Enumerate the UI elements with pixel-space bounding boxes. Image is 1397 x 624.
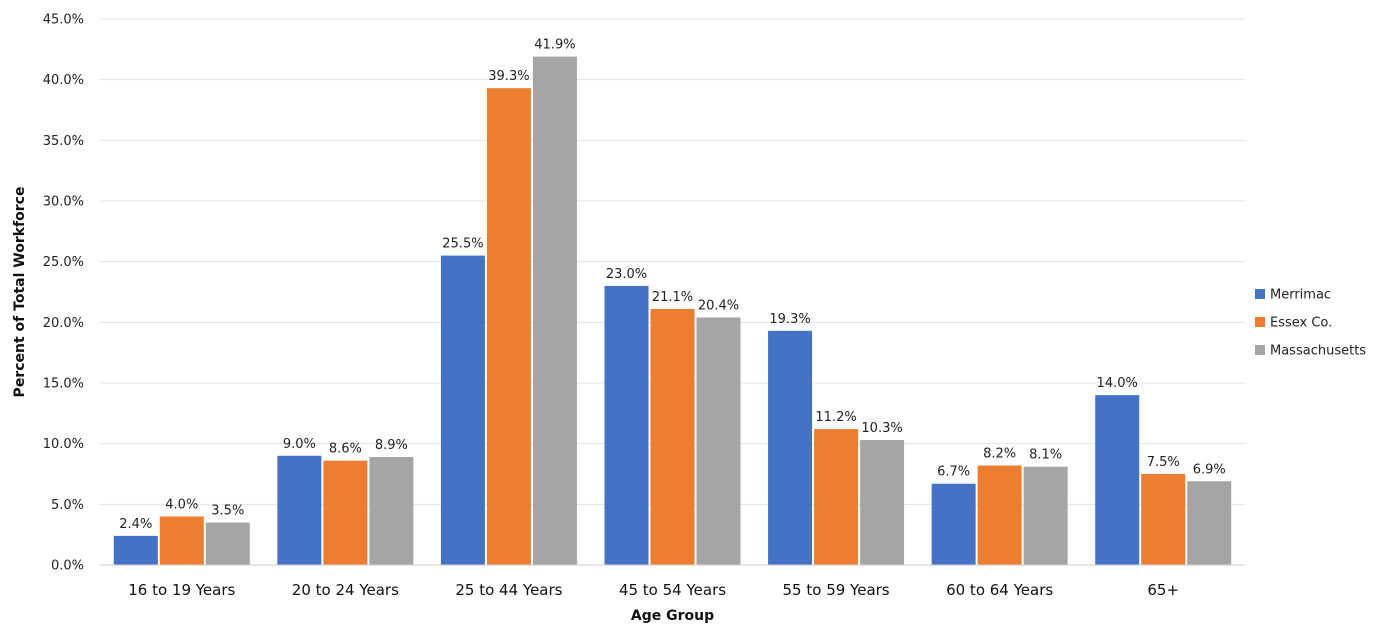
data-label: 6.9% (1193, 462, 1226, 477)
bars (113, 56, 1232, 565)
bar-essex-co-4 (650, 308, 695, 565)
bar-merrimac-5 (768, 330, 813, 565)
gridlines (100, 18, 1245, 505)
x-category-label: 60 to 64 Years (946, 581, 1053, 599)
bar-essex-co-2 (323, 460, 368, 565)
data-label: 23.0% (606, 267, 647, 282)
data-label: 14.0% (1097, 376, 1138, 391)
x-category-label: 16 to 19 Years (128, 581, 235, 599)
legend-label: Massachusetts (1270, 344, 1366, 359)
y-tick-label: 0.0% (51, 559, 84, 574)
bar-essex-co-5 (814, 429, 859, 565)
data-label: 2.4% (119, 517, 152, 532)
data-label: 25.5% (442, 237, 483, 252)
data-label: 8.2% (983, 447, 1016, 462)
y-axis-title: Percent of Total Workforce (12, 187, 28, 398)
legend-label: Essex Co. (1270, 316, 1332, 331)
bar-essex-co-7 (1141, 474, 1186, 565)
bar-massachusetts-5 (860, 440, 905, 565)
y-tick-label: 45.0% (43, 13, 84, 28)
y-tick-label: 40.0% (43, 73, 84, 88)
y-tick-label: 35.0% (43, 134, 84, 149)
y-tick-label: 15.0% (43, 377, 84, 392)
data-label: 6.7% (937, 465, 970, 480)
data-label: 41.9% (534, 38, 575, 53)
bar-essex-co-3 (486, 88, 531, 565)
legend-swatch (1255, 345, 1265, 355)
bar-massachusetts-6 (1023, 466, 1068, 565)
data-label: 11.2% (815, 410, 856, 425)
x-category-label: 55 to 59 Years (783, 581, 890, 599)
legend: Merrimac Essex Co. Massachusetts (1255, 288, 1366, 359)
bar-merrimac-7 (1095, 395, 1140, 565)
y-tick-label: 20.0% (43, 316, 84, 331)
data-label: 19.3% (769, 312, 810, 327)
legend-swatch (1255, 317, 1265, 327)
y-axis-ticks: 0.0% 5.0% 10.0% 15.0% 20.0% 25.0% 30.0% 35.0% 40… (43, 13, 84, 574)
x-axis-categories: 16 to 19 Years 20 to 24 Years 25 to 44 Yea… (128, 581, 1179, 599)
x-category-label: 45 to 54 Years (619, 581, 726, 599)
data-label: 20.4% (698, 298, 739, 313)
bar-massachusetts-3 (532, 56, 577, 565)
data-labels: 2.4% 4.0% 3.5% 9.0% 8.6% 8.9% 25.5% 39.3% 41.9% 2… (119, 38, 1225, 532)
data-label: 3.5% (211, 504, 244, 519)
bar-merrimac-4 (604, 285, 649, 565)
bar-merrimac-1 (113, 535, 158, 565)
x-category-label: 20 to 24 Years (292, 581, 399, 599)
data-label: 8.1% (1029, 448, 1062, 463)
x-category-label: 65+ (1147, 581, 1179, 599)
legend-swatch (1255, 289, 1265, 299)
data-label: 7.5% (1147, 455, 1180, 470)
data-label: 21.1% (652, 290, 693, 305)
y-tick-label: 30.0% (43, 195, 84, 210)
x-category-label: 25 to 44 Years (455, 581, 562, 599)
data-label: 4.0% (165, 497, 198, 512)
y-tick-label: 25.0% (43, 255, 84, 270)
x-axis-title: Age Group (631, 608, 714, 624)
bar-merrimac-3 (440, 255, 485, 565)
bar-massachusetts-2 (369, 457, 414, 565)
data-label: 8.9% (375, 438, 408, 453)
legend-label: Merrimac (1270, 288, 1331, 303)
data-label: 9.0% (283, 437, 316, 452)
bar-essex-co-6 (977, 465, 1022, 565)
bar-merrimac-6 (931, 483, 976, 565)
bar-massachusetts-4 (696, 317, 741, 565)
bar-massachusetts-7 (1187, 481, 1232, 565)
data-label: 8.6% (329, 442, 362, 457)
bar-massachusetts-1 (205, 522, 250, 565)
bar-essex-co-1 (159, 516, 204, 565)
y-tick-label: 5.0% (51, 498, 84, 513)
y-tick-label: 10.0% (43, 437, 84, 452)
data-label: 10.3% (861, 421, 902, 436)
bar-merrimac-2 (277, 455, 322, 565)
data-label: 39.3% (488, 69, 529, 84)
